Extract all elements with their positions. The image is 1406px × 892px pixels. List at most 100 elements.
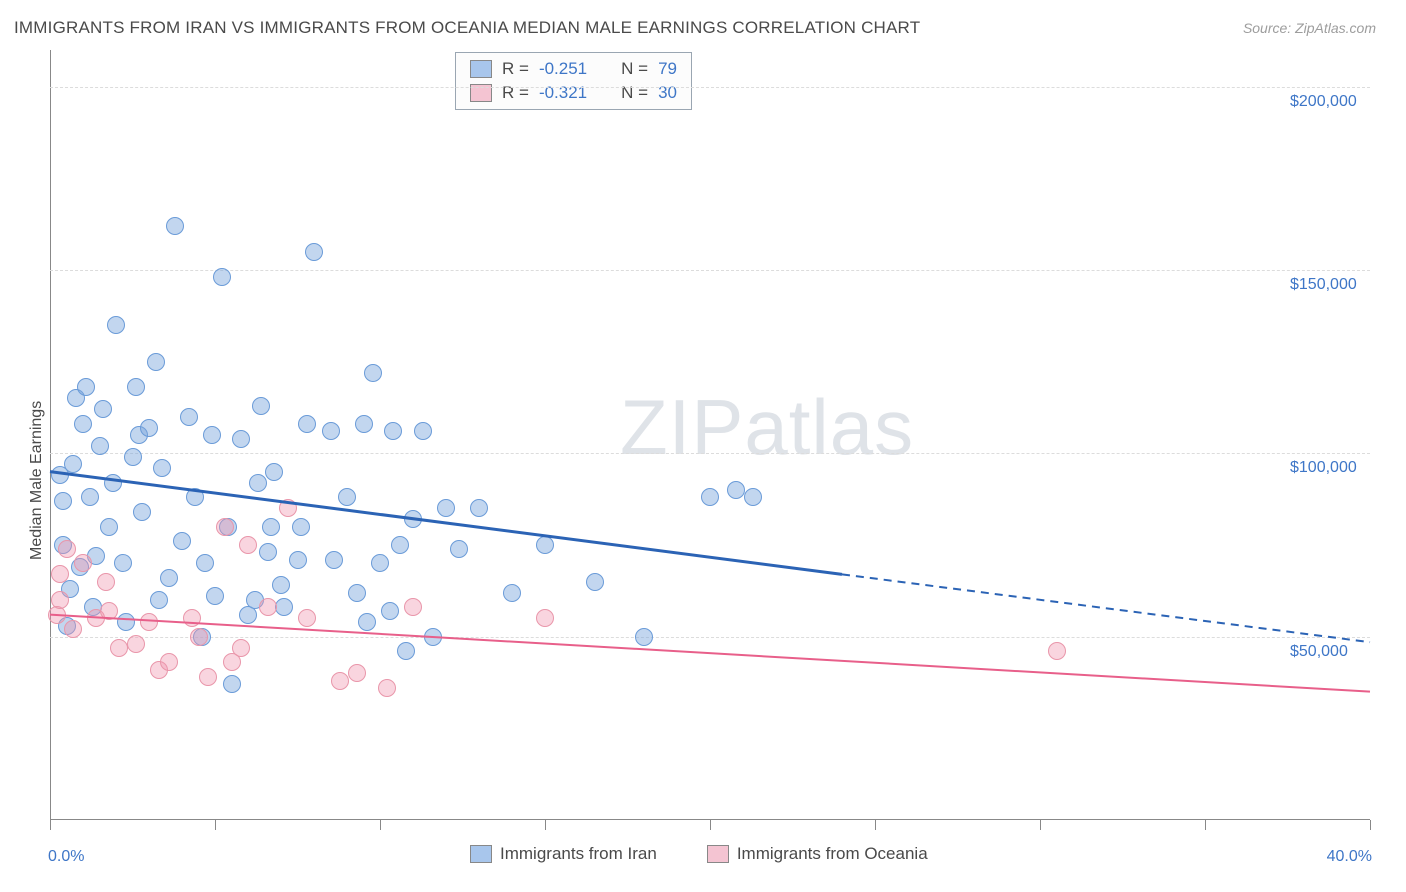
legend-swatch	[707, 845, 729, 863]
scatter-point	[381, 602, 399, 620]
scatter-point	[397, 642, 415, 660]
scatter-point	[292, 518, 310, 536]
scatter-point	[252, 397, 270, 415]
legend-series-item: Immigrants from Oceania	[707, 844, 928, 864]
x-tick	[545, 820, 546, 830]
scatter-point	[110, 639, 128, 657]
scatter-point	[64, 455, 82, 473]
scatter-point	[100, 518, 118, 536]
scatter-point	[391, 536, 409, 554]
scatter-point	[378, 679, 396, 697]
scatter-point	[744, 488, 762, 506]
legend-r-label: R =	[502, 59, 529, 79]
scatter-point	[404, 598, 422, 616]
scatter-point	[91, 437, 109, 455]
x-tick	[710, 820, 711, 830]
scatter-point	[186, 488, 204, 506]
scatter-point	[275, 598, 293, 616]
scatter-point	[150, 591, 168, 609]
scatter-point	[81, 488, 99, 506]
scatter-point	[140, 419, 158, 437]
scatter-point	[259, 598, 277, 616]
scatter-point	[1048, 642, 1066, 660]
gridline	[50, 453, 1370, 454]
scatter-point	[127, 635, 145, 653]
scatter-point	[147, 353, 165, 371]
scatter-point	[97, 573, 115, 591]
source-label: Source: ZipAtlas.com	[1243, 20, 1376, 36]
scatter-point	[160, 569, 178, 587]
scatter-point	[74, 415, 92, 433]
scatter-point	[348, 664, 366, 682]
scatter-point	[133, 503, 151, 521]
gridline	[50, 270, 1370, 271]
x-tick	[380, 820, 381, 830]
scatter-point	[232, 639, 250, 657]
scatter-point	[331, 672, 349, 690]
scatter-point	[279, 499, 297, 517]
x-max-label: 40.0%	[1327, 848, 1372, 866]
scatter-point	[180, 408, 198, 426]
scatter-point	[107, 316, 125, 334]
gridline	[50, 87, 1370, 88]
scatter-point	[305, 243, 323, 261]
scatter-point	[450, 540, 468, 558]
legend-r-value: -0.251	[539, 59, 587, 79]
scatter-point	[160, 653, 178, 671]
scatter-point	[586, 573, 604, 591]
scatter-point	[51, 591, 69, 609]
scatter-point	[199, 668, 217, 686]
scatter-point	[424, 628, 442, 646]
scatter-point	[364, 364, 382, 382]
scatter-point	[338, 488, 356, 506]
scatter-point	[58, 540, 76, 558]
legend-swatch	[470, 60, 492, 78]
scatter-point	[223, 675, 241, 693]
scatter-point	[206, 587, 224, 605]
x-tick	[875, 820, 876, 830]
scatter-point	[114, 554, 132, 572]
scatter-point	[262, 518, 280, 536]
scatter-point	[322, 422, 340, 440]
y-tick-label: $100,000	[1290, 459, 1357, 477]
legend-n-label: N =	[621, 59, 648, 79]
scatter-point	[470, 499, 488, 517]
scatter-point	[100, 602, 118, 620]
legend-swatch	[470, 845, 492, 863]
legend-series-label: Immigrants from Iran	[500, 844, 657, 864]
scatter-point	[325, 551, 343, 569]
scatter-point	[213, 268, 231, 286]
gridline	[50, 637, 1370, 638]
scatter-point	[196, 554, 214, 572]
scatter-point	[536, 609, 554, 627]
legend-series: Immigrants from Iran Immigrants from Ocea…	[470, 844, 928, 864]
scatter-point	[117, 613, 135, 631]
scatter-point	[635, 628, 653, 646]
scatter-point	[232, 430, 250, 448]
scatter-point	[166, 217, 184, 235]
legend-series-item: Immigrants from Iran	[470, 844, 657, 864]
scatter-point	[104, 474, 122, 492]
scatter-point	[701, 488, 719, 506]
scatter-point	[124, 448, 142, 466]
scatter-point	[239, 536, 257, 554]
legend-series-label: Immigrants from Oceania	[737, 844, 928, 864]
x-tick	[1205, 820, 1206, 830]
scatter-point	[414, 422, 432, 440]
y-tick-label: $200,000	[1290, 93, 1357, 111]
scatter-point	[384, 422, 402, 440]
scatter-point	[216, 518, 234, 536]
scatter-point	[183, 609, 201, 627]
scatter-point	[54, 492, 72, 510]
y-axis-label: Median Male Earnings	[28, 401, 46, 560]
y-tick-label: $50,000	[1290, 643, 1348, 661]
x-min-label: 0.0%	[48, 848, 84, 866]
scatter-point	[265, 463, 283, 481]
scatter-point	[173, 532, 191, 550]
x-tick	[215, 820, 216, 830]
scatter-point	[249, 474, 267, 492]
scatter-point	[190, 628, 208, 646]
scatter-point	[94, 400, 112, 418]
legend-row: R = -0.251N = 79	[470, 59, 677, 79]
x-tick	[50, 820, 51, 830]
